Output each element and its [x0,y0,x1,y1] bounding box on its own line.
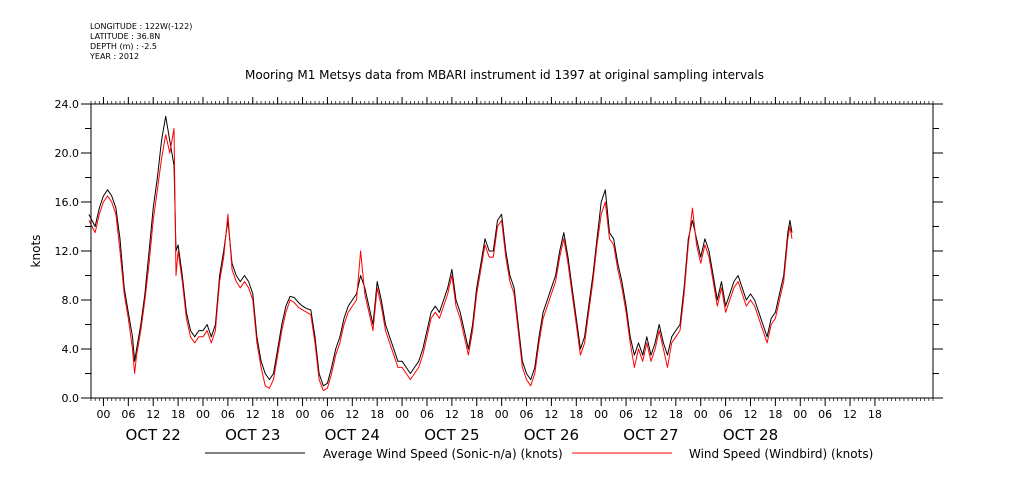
x-tick-label: 18 [669,408,683,421]
x-tick-label: 06 [719,408,733,421]
x-tick-label: 12 [146,408,160,421]
y-axis-label: knots [29,235,43,268]
x-tick-label: 18 [370,408,384,421]
chart-title: Mooring M1 Metsys data from MBARI instru… [245,68,764,82]
metadata-block: LONGITUDE : 122W(-122) LATITUDE : 36.8N … [90,22,192,62]
y-tick-label: 12.0 [55,245,80,258]
x-tick-label: 00 [96,408,110,421]
x-tick-label: 12 [544,408,558,421]
x-tick-label: 00 [793,408,807,421]
plot-frame [90,103,934,399]
x-tick-label: 06 [420,408,434,421]
x-tick-label: 06 [818,408,832,421]
y-tick-label: 24.0 [55,98,80,111]
x-day-label: OCT 25 [424,426,479,444]
x-tick-label: 18 [271,408,285,421]
x-day-label: OCT 24 [325,426,380,444]
x-tick-label: 12 [246,408,260,421]
x-tick-label: 06 [121,408,135,421]
year-label: YEAR : 2012 [90,52,140,61]
x-tick-label: 00 [495,408,509,421]
legend: Average Wind Speed (Sonic-n/a) (knots) W… [205,447,873,461]
legend-label-average: Average Wind Speed (Sonic-n/a) (knots) [323,447,563,461]
x-tick-label: 00 [196,408,210,421]
series-lines [88,115,793,392]
x-tick-label: 00 [694,408,708,421]
x-tick-label: 12 [843,408,857,421]
x-tick-label: 00 [594,408,608,421]
x-day-label: OCT 27 [623,426,678,444]
x-day-label: OCT 23 [225,426,280,444]
legend-label-windbird: Wind Speed (Windbird) (knots) [689,447,873,461]
series-line-average [88,115,793,387]
y-tick-label: 20.0 [55,147,80,160]
latitude-label: LATITUDE : 36.8N [90,32,161,41]
x-tick-label: 06 [221,408,235,421]
x-tick-label: 12 [345,408,359,421]
series-line-windbird [88,128,793,392]
axis-ticks: 00 06 12 18 00 06 12 18 00 06 12 18 00 06 12 18 00 06 12 18… [55,97,943,444]
longitude-label: LONGITUDE : 122W(-122) [90,22,193,31]
x-tick-label: 00 [296,408,310,421]
x-day-label: OCT 22 [126,426,181,444]
x-tick-label: 06 [520,408,534,421]
x-tick-label: 12 [743,408,757,421]
x-tick-label: 18 [470,408,484,421]
x-tick-label: 00 [395,408,409,421]
depth-label: DEPTH (m) : -2.5 [90,42,157,51]
x-tick-label: 06 [320,408,334,421]
y-tick-label: 4.0 [62,343,80,356]
x-tick-label: 18 [768,408,782,421]
y-tick-label: 0.0 [62,392,80,405]
x-tick-label: 18 [569,408,583,421]
y-tick-label: 8.0 [62,294,80,307]
x-day-label: OCT 28 [723,426,778,444]
x-tick-label: 18 [868,408,882,421]
x-tick-label: 18 [171,408,185,421]
x-tick-label: 06 [619,408,633,421]
y-tick-label: 16.0 [55,196,80,209]
x-tick-label: 12 [644,408,658,421]
x-tick-label: 12 [445,408,459,421]
x-day-label: OCT 26 [524,426,579,444]
